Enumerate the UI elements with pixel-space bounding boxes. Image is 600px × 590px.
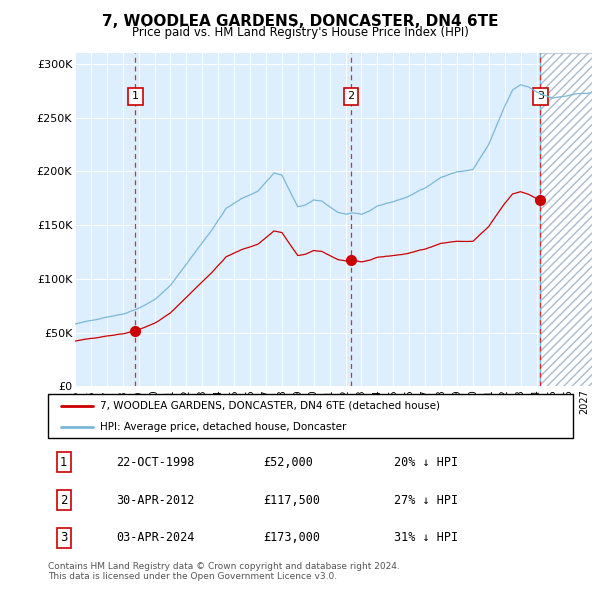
Text: 31% ↓ HPI: 31% ↓ HPI xyxy=(395,532,458,545)
Text: 2: 2 xyxy=(347,91,355,101)
Text: 7, WOODLEA GARDENS, DONCASTER, DN4 6TE (detached house): 7, WOODLEA GARDENS, DONCASTER, DN4 6TE (… xyxy=(101,401,440,411)
Text: Price paid vs. HM Land Registry's House Price Index (HPI): Price paid vs. HM Land Registry's House … xyxy=(131,26,469,39)
Text: 27% ↓ HPI: 27% ↓ HPI xyxy=(395,493,458,507)
Text: 3: 3 xyxy=(537,91,544,101)
Text: 20% ↓ HPI: 20% ↓ HPI xyxy=(395,455,458,468)
Text: HPI: Average price, detached house, Doncaster: HPI: Average price, detached house, Donc… xyxy=(101,422,347,432)
Text: 1: 1 xyxy=(132,91,139,101)
Text: 22-OCT-1998: 22-OCT-1998 xyxy=(116,455,194,468)
Text: £173,000: £173,000 xyxy=(263,532,320,545)
Text: £52,000: £52,000 xyxy=(263,455,313,468)
Text: 1: 1 xyxy=(60,455,67,468)
Text: £117,500: £117,500 xyxy=(263,493,320,507)
Text: 2: 2 xyxy=(60,493,67,507)
Text: 3: 3 xyxy=(60,532,67,545)
Text: Contains HM Land Registry data © Crown copyright and database right 2024.
This d: Contains HM Land Registry data © Crown c… xyxy=(48,562,400,581)
Bar xyxy=(541,53,592,386)
Text: 03-APR-2024: 03-APR-2024 xyxy=(116,532,194,545)
Text: 30-APR-2012: 30-APR-2012 xyxy=(116,493,194,507)
Text: 7, WOODLEA GARDENS, DONCASTER, DN4 6TE: 7, WOODLEA GARDENS, DONCASTER, DN4 6TE xyxy=(102,14,498,29)
FancyBboxPatch shape xyxy=(48,394,573,438)
